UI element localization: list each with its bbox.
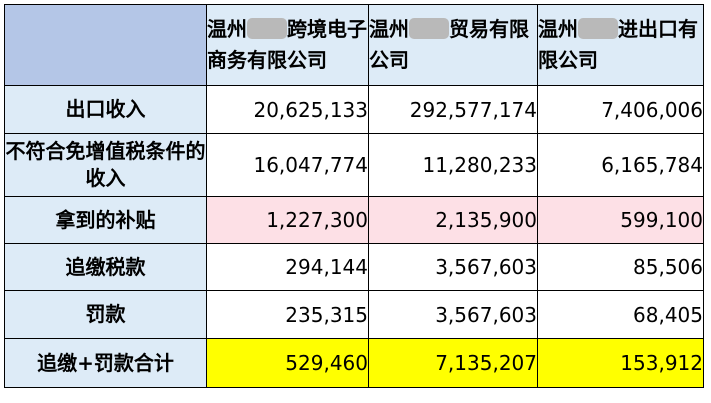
row-label: 追缴税款 xyxy=(4,243,207,291)
company-header-2: 温州 贸易有限公司 xyxy=(368,4,538,86)
company-name-suffix: 进出口有限公司 xyxy=(538,17,699,72)
value-cell: 292,577,174 xyxy=(368,85,538,134)
redaction-mark xyxy=(247,18,287,39)
table-row-fine: 罚款 235,315 3,567,603 68,405 xyxy=(4,290,704,339)
company-name-prefix: 温州 xyxy=(538,17,579,41)
value-cell: 11,280,233 xyxy=(368,133,538,197)
value-cell: 16,047,774 xyxy=(206,133,369,197)
value-cell: 3,567,603 xyxy=(368,243,538,291)
value-cell: 6,165,784 xyxy=(537,133,704,197)
value-cell: 529,460 xyxy=(206,338,369,388)
value-cell: 85,506 xyxy=(537,243,704,291)
tax-comparison-table: 温州 跨境电子商务有限公司 温州 贸易有限公司 温州 进出口有限公司 出口收入 20,… xyxy=(4,4,704,388)
corner-cell xyxy=(4,4,207,86)
value-cell: 235,315 xyxy=(206,290,369,339)
table-row-non-exempt-income: 不符合免增值税条件的收入 16,047,774 11,280,233 6,165… xyxy=(4,133,704,197)
value-cell: 3,567,603 xyxy=(368,290,538,339)
value-cell: 599,100 xyxy=(537,196,704,244)
value-cell: 2,135,900 xyxy=(368,196,538,244)
company-name-suffix: 跨境电子商务有限公司 xyxy=(207,17,368,72)
value-cell: 294,144 xyxy=(206,243,369,291)
company-name-prefix: 温州 xyxy=(369,17,410,41)
value-cell: 7,135,207 xyxy=(368,338,538,388)
value-cell: 20,625,133 xyxy=(206,85,369,134)
value-cell: 1,227,300 xyxy=(206,196,369,244)
header-row: 温州 跨境电子商务有限公司 温州 贸易有限公司 温州 进出口有限公司 xyxy=(4,4,704,86)
company-header-1: 温州 跨境电子商务有限公司 xyxy=(206,4,369,86)
table-row-export-income: 出口收入 20,625,133 292,577,174 7,406,006 xyxy=(4,85,704,134)
company-header-3: 温州 进出口有限公司 xyxy=(537,4,704,86)
table-row-back-tax: 追缴税款 294,144 3,567,603 85,506 xyxy=(4,243,704,291)
row-label: 出口收入 xyxy=(4,85,207,134)
company-name-suffix: 贸易有限公司 xyxy=(369,17,530,72)
redaction-mark xyxy=(578,18,618,39)
value-cell: 153,912 xyxy=(537,338,704,388)
value-cell: 68,405 xyxy=(537,290,704,339)
row-label: 不符合免增值税条件的收入 xyxy=(4,133,207,197)
company-name-prefix: 温州 xyxy=(207,17,248,41)
row-label: 罚款 xyxy=(4,290,207,339)
value-cell: 7,406,006 xyxy=(537,85,704,134)
row-label: 拿到的补贴 xyxy=(4,196,207,244)
redaction-mark xyxy=(409,18,449,39)
table-row-subsidy: 拿到的补贴 1,227,300 2,135,900 599,100 xyxy=(4,196,704,244)
table-row-total: 追缴+罚款合计 529,460 7,135,207 153,912 xyxy=(4,338,704,388)
row-label: 追缴+罚款合计 xyxy=(4,338,207,388)
